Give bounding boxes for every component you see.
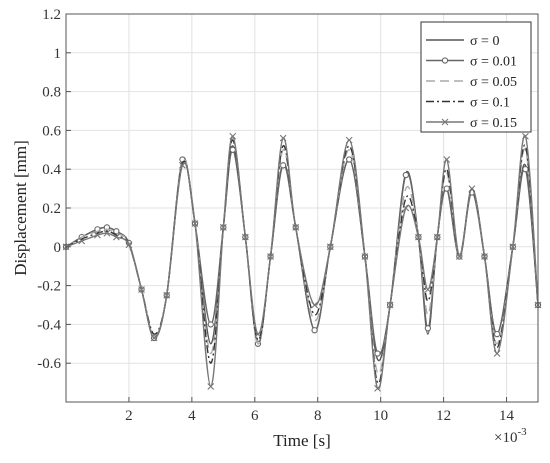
x-marker (229, 132, 237, 140)
x-marker (191, 220, 199, 227)
x-tick-label: 2 (125, 408, 133, 424)
y-tick-label: 0.4 (42, 162, 61, 178)
x-marker (509, 243, 517, 251)
x-marker (103, 229, 111, 237)
x-marker (441, 118, 449, 126)
x-marker (311, 301, 318, 309)
x-axis-label: Time [s] (273, 431, 330, 450)
y-tick-label: 0.2 (42, 201, 61, 217)
x-marker (424, 286, 432, 293)
x-marker (78, 237, 86, 245)
x-tick-label: 14 (499, 408, 515, 424)
y-tick-label: -0.6 (37, 356, 61, 372)
x-marker (443, 156, 451, 163)
x-tick-label: 4 (188, 408, 196, 424)
circle-marker (113, 228, 120, 235)
legend: σ = 0 σ = 0.01 σ = 0.05 σ = 0.1 σ = 0.15 (420, 21, 532, 133)
x-marker (279, 134, 287, 142)
x-tick-label: 12 (436, 408, 451, 424)
circle-marker (346, 156, 353, 163)
circle-marker (311, 327, 318, 334)
legend-label: σ = 0.05 (470, 75, 517, 90)
y-axis-label: Displacement [mm] (11, 140, 30, 276)
x-marker (150, 334, 158, 342)
x-marker (361, 253, 369, 260)
x-marker (415, 233, 422, 241)
x-marker (112, 233, 120, 241)
circle-marker (493, 330, 501, 338)
x-marker (267, 253, 274, 260)
x-tick-label: 8 (314, 408, 322, 424)
circle-marker (207, 321, 214, 328)
x-marker (433, 233, 441, 241)
legend-label: σ = 0 (470, 34, 499, 49)
x-marker (125, 241, 133, 249)
circle-marker (443, 185, 450, 192)
x-marker (163, 291, 171, 299)
x-marker (207, 383, 215, 390)
series-line (65, 137, 539, 375)
circle-marker (279, 162, 287, 169)
legend-label: σ = 0.15 (470, 116, 517, 131)
x-marker (292, 224, 300, 231)
y-tick-label: 1 (54, 46, 62, 62)
x-marker (374, 385, 381, 392)
x-marker (493, 350, 501, 357)
y-tick-label: 1.2 (42, 7, 61, 23)
x-marker (241, 233, 249, 241)
circle-marker (402, 171, 409, 179)
circle-marker (522, 166, 529, 173)
series-line (65, 134, 539, 390)
circle-marker (424, 325, 432, 332)
x-marker (345, 136, 353, 144)
x-exponent-label: ×10-3 (494, 426, 527, 446)
x-marker (94, 231, 101, 239)
x-tick-label: 10 (373, 408, 388, 424)
x-exponent-base: ×10 (494, 430, 517, 446)
y-tick-label: -0.4 (37, 317, 61, 333)
x-marker (468, 185, 476, 192)
y-tick-label: 0.6 (42, 123, 61, 139)
legend-label: σ = 0.1 (470, 96, 510, 111)
circle-marker (441, 57, 449, 64)
x-marker (138, 286, 145, 293)
grid-lines (66, 13, 538, 402)
x-marker (481, 253, 488, 260)
x-marker (386, 301, 394, 309)
y-tick-label: 0.8 (42, 85, 61, 101)
x-marker (522, 132, 529, 140)
x-marker (455, 253, 463, 260)
x-exponent-power: -3 (517, 426, 527, 438)
legend-label: σ = 0.01 (470, 55, 517, 70)
x-tick-label: 6 (251, 408, 259, 424)
circle-marker (374, 350, 381, 357)
series-lines (62, 132, 542, 392)
y-tick-label: -0.2 (37, 279, 61, 295)
x-marker (179, 161, 186, 169)
y-axis-ticks: -0.6 -0.4 -0.2 0 0.2 0.4 0.6 0.8 1 1.2 (37, 7, 71, 372)
x-marker (402, 204, 410, 212)
series-line (65, 139, 539, 384)
x-marker (326, 243, 334, 251)
y-tick-label: 0 (54, 240, 62, 256)
x-marker (219, 224, 227, 231)
x-axis-ticks: 2 4 6 8 10 12 14 (125, 397, 515, 424)
x-marker (254, 330, 262, 338)
